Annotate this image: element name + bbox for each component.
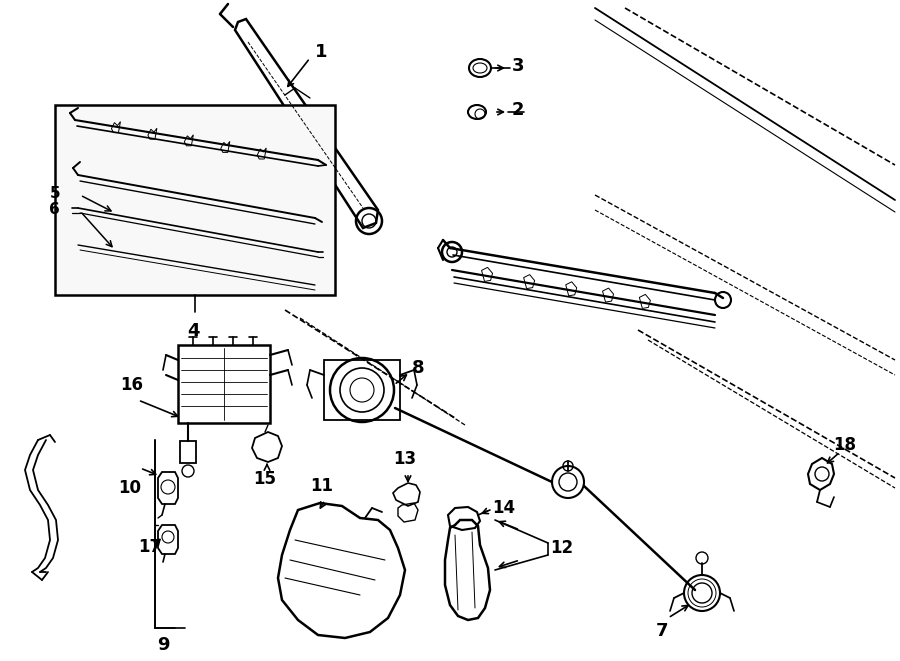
Text: 8: 8 [412, 359, 425, 377]
Text: 4: 4 [187, 322, 199, 340]
Text: 15: 15 [254, 470, 276, 488]
Bar [324, 360, 400, 420]
Text: 10: 10 [118, 479, 141, 497]
Bar [180, 441, 196, 463]
Text: 17: 17 [138, 538, 161, 556]
Text: 2: 2 [512, 101, 525, 119]
Text: 12: 12 [550, 539, 573, 557]
Bar [55, 105, 335, 295]
Text: 5: 5 [50, 186, 60, 200]
Text: 6: 6 [50, 202, 60, 217]
Text: 9: 9 [157, 636, 169, 654]
Text: 7: 7 [656, 622, 668, 640]
Text: 11: 11 [310, 477, 334, 495]
Text: 13: 13 [393, 450, 417, 468]
Text: 18: 18 [833, 436, 856, 454]
Text: 3: 3 [512, 57, 525, 75]
Bar [178, 345, 270, 423]
Text: 14: 14 [492, 499, 515, 517]
Text: 16: 16 [120, 376, 143, 394]
Text: 1: 1 [315, 43, 328, 61]
